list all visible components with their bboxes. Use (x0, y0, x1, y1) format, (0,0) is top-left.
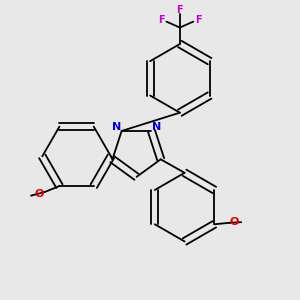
Text: F: F (195, 15, 202, 25)
Text: F: F (158, 15, 164, 25)
Text: N: N (112, 122, 121, 132)
Text: O: O (34, 189, 44, 199)
Text: N: N (152, 122, 161, 132)
Text: F: F (176, 5, 183, 15)
Text: O: O (230, 217, 239, 227)
